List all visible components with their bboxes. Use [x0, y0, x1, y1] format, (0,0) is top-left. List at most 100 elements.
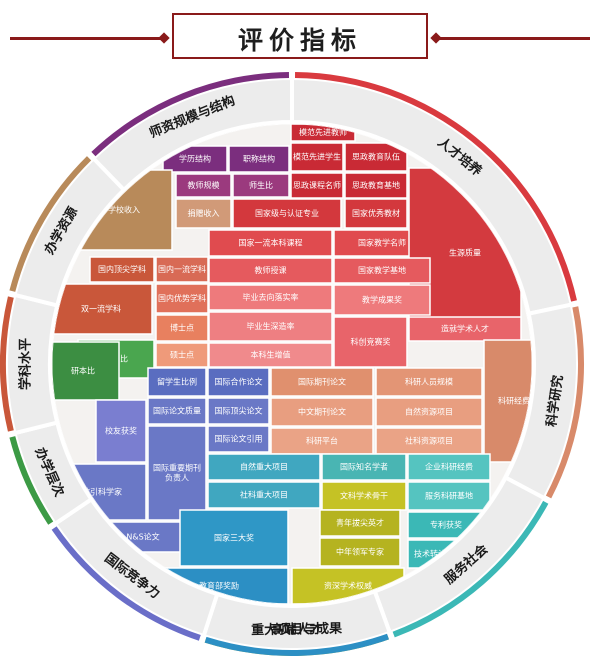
indicator-cell: 教师授课 [208, 257, 333, 284]
indicator-label: 科研经费 [498, 396, 530, 406]
indicator-cell: 科研人员规模 [375, 367, 483, 397]
category-band-talent [294, 72, 577, 302]
indicator-label: 研本比 [71, 366, 95, 376]
category-label-research: 科学研究 [543, 374, 566, 428]
indicator-label: 思政教育基地 [352, 180, 400, 190]
indicator-cell: 留学生比例 [147, 367, 207, 397]
indicator-cell: 捐赠收入 [175, 198, 232, 229]
indicator-cell: 国家三大奖 [179, 509, 289, 567]
indicator-label: 国家教学名师 [358, 238, 406, 248]
indicator-cell: 国内优势学科 [155, 283, 209, 314]
indicator-label: 模范先进教师 [299, 127, 347, 137]
indicator-label: 国家教学基地 [358, 265, 406, 275]
indicator-label: N&S论文 [126, 532, 159, 542]
indicator-label: 科研平台 [306, 436, 338, 446]
indicator-label: 高被引科学家 [74, 487, 122, 497]
indicator-cell: 国内一流学科 [155, 256, 209, 283]
indicator-cell: 思政课程名师 [290, 172, 344, 199]
indicator-cell: 企业科研经费 [407, 453, 491, 481]
indicator-label: 思政课程名师 [293, 180, 341, 190]
indicator-cell: 国际知名学者 [321, 453, 407, 481]
indicator-label: 国家级与认证专业 [255, 208, 319, 218]
indicator-cell: 科创竞赛奖 [333, 316, 408, 368]
title-box: 评价指标 [172, 13, 428, 59]
indicator-cell: 教师规模 [175, 173, 232, 198]
indicator-label: 模范先进学生 [293, 152, 341, 162]
indicator-cell: 社科重大项目 [207, 481, 321, 509]
indicator-cell: 国际期刊论文 [270, 367, 374, 397]
indicator-cell: 造就学术人才 [408, 316, 522, 342]
indicator-cell: 校友获奖 [95, 399, 147, 463]
indicator-label: 毕业生深造率 [247, 321, 295, 331]
indicator-cell: 师生比 [232, 173, 290, 198]
category-label-projects: 重大项目与成果 [251, 621, 342, 639]
indicator-label: 师生比 [249, 180, 273, 190]
indicator-label: 科研人员规模 [405, 377, 453, 387]
indicator-cell: 国际顶尖论文 [207, 397, 270, 425]
indicator-label: 技术转让收入 [414, 549, 462, 559]
indicator-cell: 文科学术骨干 [321, 481, 407, 511]
indicator-label: 企业科研经费 [425, 462, 473, 472]
indicator-label: 教育部奖励 [199, 581, 239, 591]
indicator-cell: 国际论文质量 [147, 397, 207, 425]
indicator-label: 国际合作论文 [215, 377, 263, 387]
header-rule-left [10, 37, 165, 40]
category-label-talents: 高端人才 [270, 621, 322, 638]
indicator-label: 双一流学科 [81, 304, 121, 314]
indicator-label: 教学成果奖 [362, 295, 402, 305]
indicator-label: 国际顶尖论文 [215, 406, 263, 416]
indicator-cell: 毕业生深造率 [208, 311, 333, 342]
indicator-cell: 国家级与认证专业 [232, 198, 342, 229]
indicator-label: 硕士点 [170, 350, 194, 360]
indicator-cell: 国际论文引用 [207, 425, 270, 453]
indicator-label: 国际期刊论文 [298, 377, 346, 387]
indicator-label: 国际论文引用 [215, 434, 263, 444]
indicator-cell: 研本比 [52, 341, 120, 401]
indicator-cell: 硕士点 [155, 342, 209, 368]
indicator-label: 留学生比例 [157, 377, 197, 387]
category-segment-resources [12, 155, 127, 308]
indicator-label: 专利获奖 [430, 520, 462, 530]
indicator-cell: 中年领军专家 [319, 537, 401, 567]
indicator-label: 国内一流学科 [158, 264, 206, 274]
indicator-label: 博士点 [170, 323, 194, 333]
header-diamond-right [430, 32, 442, 44]
indicator-label: 国内顶尖学科 [98, 264, 146, 274]
indicator-cell: 双一流学科 [52, 283, 153, 335]
indicator-cell: 自然资源项目 [375, 397, 483, 427]
category-band-projects [204, 633, 389, 656]
indicator-label: 国内优势学科 [158, 293, 206, 303]
indicator-cell: 本科生增值 [208, 342, 333, 368]
indicator-cell: 服务科研基地 [407, 481, 491, 511]
indicator-label: 社科资源项目 [405, 436, 453, 446]
indicator-label: 青年拔尖英才 [336, 518, 384, 528]
category-band-resources [9, 156, 92, 292]
indicator-label: 负责人 [165, 473, 189, 483]
header: 评价指标 [0, 0, 600, 60]
indicator-cell: 社科资源项目 [375, 427, 483, 455]
indicator-label: 职称结构 [243, 154, 275, 164]
indicator-cell: 科研平台 [270, 427, 374, 455]
indicator-label: 学历结构 [179, 154, 211, 164]
indicator-label: 科创竞赛奖 [351, 337, 391, 347]
indicator-label: 国家优秀教材 [352, 208, 400, 218]
indicator-label: 中年领军专家 [336, 547, 384, 557]
indicator-label: 自然重大项目 [240, 462, 288, 472]
indicator-label: 学校收入 [108, 205, 140, 215]
category-band-discipline [0, 296, 14, 432]
indicator-label: 国际论文质量 [153, 406, 201, 416]
indicator-label: 资深学术权威 [324, 581, 372, 591]
indicator-label: 本科生增值 [251, 350, 291, 360]
header-diamond-left [158, 32, 170, 44]
indicator-cell: 中文期刊论文 [270, 397, 374, 427]
category-band-level [9, 436, 54, 525]
indicator-cell: 思政教育基地 [344, 172, 408, 199]
indicator-label: 文科学术骨干 [340, 491, 388, 501]
header-rule-right [435, 37, 590, 40]
indicator-label: 国家一流本科课程 [239, 238, 303, 248]
indicator-label: 中文期刊论文 [298, 407, 346, 417]
indicator-label: 自然资源项目 [405, 407, 453, 417]
indicator-cell: 博士点 [155, 314, 209, 342]
indicator-label: 校友获奖 [105, 426, 137, 436]
